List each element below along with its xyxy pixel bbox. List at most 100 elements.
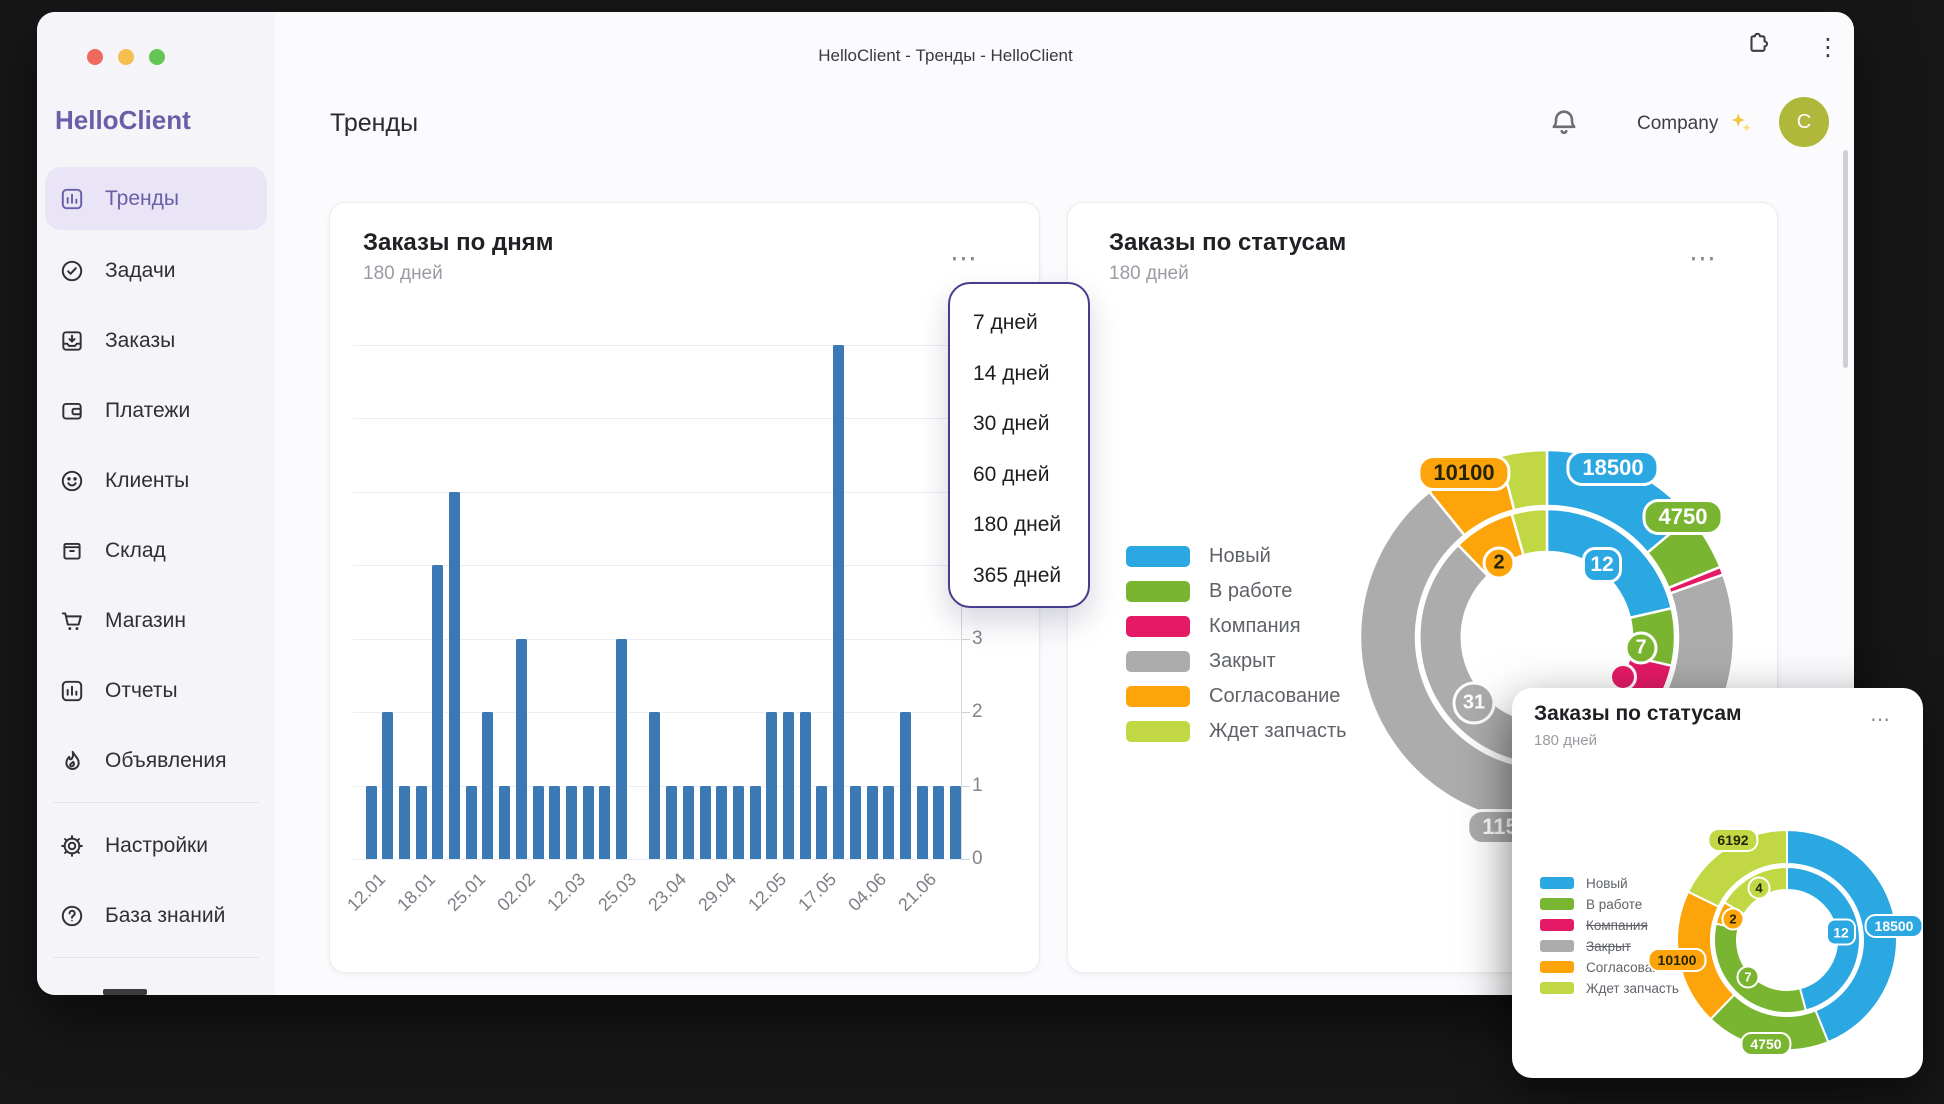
- bar: [582, 785, 594, 859]
- sidebar-item-label: Объявления: [105, 749, 227, 772]
- bar: [432, 565, 444, 859]
- orders-by-day-bar-chart[interactable]: 0123456712.0118.0125.0102.0212.0325.0323…: [330, 203, 1039, 972]
- card-menu-icon[interactable]: ⋯: [950, 243, 977, 273]
- bar: [599, 785, 611, 859]
- legend-item[interactable]: Компания: [1126, 613, 1347, 639]
- donut-badge-in_progress: 7: [1624, 631, 1658, 665]
- donut-badge-approval: 10100: [1647, 948, 1707, 972]
- donut-segment-awaiting_part[interactable]: [1687, 829, 1788, 908]
- donut-segment-awaiting_part[interactable]: [1498, 448, 1549, 512]
- legend-item[interactable]: Новый: [1126, 543, 1347, 569]
- sidebar-item-zakazy[interactable]: Заказы: [45, 312, 267, 370]
- period-option[interactable]: 7 дней: [973, 311, 1038, 335]
- sidebar-item-trendy[interactable]: Тренды: [45, 167, 267, 230]
- page-title: Тренды: [330, 109, 419, 137]
- donut-badge-in_progress: 7: [1736, 965, 1760, 989]
- legend-swatch: [1126, 615, 1190, 637]
- bar: [866, 785, 878, 859]
- sidebar-item-label: Настройки: [105, 834, 208, 857]
- notifications-bell-icon[interactable]: [1547, 105, 1581, 146]
- y-axis-label: 3: [972, 627, 983, 649]
- sidebar-item-obyavleniya[interactable]: Объявления: [45, 732, 267, 790]
- sidebar-item-nastroyki[interactable]: Настройки: [45, 817, 267, 875]
- bar: [482, 712, 494, 859]
- sidebar-item-label: Платежи: [105, 399, 191, 422]
- legend-item[interactable]: Ждет запчасть: [1126, 718, 1347, 744]
- period-option[interactable]: 14 дней: [973, 361, 1050, 385]
- bar: [515, 638, 527, 859]
- period-option[interactable]: 60 дней: [973, 462, 1050, 486]
- sidebar-item-label: Магазин: [105, 609, 187, 632]
- sidebar-item-label: База знаний: [105, 904, 226, 927]
- donut-segment-new[interactable]: [1786, 866, 1861, 1012]
- legend-label: Ждет запчасть: [1586, 980, 1679, 996]
- sidebar-item-otchety[interactable]: Отчеты: [45, 662, 267, 720]
- x-axis-label: 29.04: [693, 869, 740, 915]
- card-menu-icon[interactable]: ⋯: [1689, 243, 1716, 273]
- legend-swatch: [1126, 545, 1190, 567]
- sidebar-item-magazin[interactable]: Магазин: [45, 592, 267, 650]
- avatar[interactable]: C: [1779, 97, 1829, 147]
- bar: [783, 712, 794, 859]
- bar: [883, 785, 895, 859]
- sidebar-item-label: Клиенты: [105, 469, 190, 492]
- bar: [532, 785, 544, 859]
- card-subtitle: 180 дней: [1109, 263, 1189, 284]
- x-axis-label: 12.01: [343, 869, 390, 915]
- period-option[interactable]: 30 дней: [973, 412, 1050, 436]
- legend-label: Ждет запчасть: [1209, 719, 1347, 742]
- legend-swatch: [1126, 720, 1190, 742]
- popup-subtitle: 180 дней: [1534, 732, 1597, 749]
- sidebar-item-label: Склад: [105, 539, 166, 562]
- vertical-scrollbar[interactable]: [1843, 150, 1848, 368]
- donut-badge-awaiting_part: 4: [1747, 876, 1771, 900]
- donut-badge-approval: 10100: [1417, 455, 1511, 491]
- browser-menu-icon[interactable]: ⋮: [1816, 34, 1840, 61]
- legend-label: В работе: [1586, 896, 1643, 912]
- popup-status-donut-chart[interactable]: [1512, 688, 1923, 1078]
- bar: [816, 785, 828, 859]
- donut-badge-new: 18500: [1566, 450, 1660, 486]
- legend-item[interactable]: Новый: [1540, 876, 1679, 891]
- orders-icon: [59, 328, 85, 354]
- legend-item[interactable]: Компания: [1540, 918, 1679, 933]
- zoom-button[interactable]: [149, 49, 165, 65]
- bar: [749, 785, 761, 859]
- donut-segment-awaiting_part[interactable]: [1510, 507, 1549, 557]
- sidebar-divider: [53, 957, 259, 958]
- card-subtitle: 180 дней: [363, 263, 443, 284]
- sidebar-item-sklad[interactable]: Склад: [45, 522, 267, 580]
- sidebar-item-platezhi[interactable]: Платежи: [45, 382, 267, 440]
- popup-menu-icon[interactable]: ⋯: [1870, 709, 1890, 731]
- company-name[interactable]: Company: [1637, 113, 1719, 134]
- legend-item[interactable]: В работе: [1540, 896, 1679, 912]
- donut-badge-approval: 2: [1482, 546, 1516, 580]
- y-axis-label: 0: [972, 848, 983, 869]
- legend-item[interactable]: В работе: [1126, 578, 1347, 604]
- bar: [933, 785, 945, 859]
- reports-icon: [59, 678, 85, 704]
- extension-icon[interactable]: [1745, 30, 1771, 61]
- sidebar-item-klienty[interactable]: Клиенты: [45, 452, 267, 510]
- donut-segment-new[interactable]: [1786, 829, 1899, 1043]
- minimize-button[interactable]: [118, 49, 134, 65]
- legend-item[interactable]: Ждет запчасть: [1540, 980, 1679, 996]
- close-button[interactable]: [87, 49, 103, 65]
- bar: [666, 785, 678, 859]
- period-option[interactable]: 365 дней: [973, 563, 1062, 587]
- sidebar-item-zadachi[interactable]: Задачи: [45, 242, 267, 300]
- legend-item[interactable]: Закрыт: [1126, 648, 1347, 674]
- sidebar-item-clipped: [103, 989, 147, 995]
- period-option[interactable]: 180 дней: [973, 513, 1062, 537]
- legend-item[interactable]: Закрыт: [1540, 939, 1679, 954]
- settings-icon: [59, 833, 85, 859]
- popup-title: Заказы по статусам: [1534, 702, 1742, 725]
- bar: [365, 785, 377, 859]
- legend-item[interactable]: Согласование: [1126, 683, 1347, 709]
- donut-badge-new: 12: [1582, 547, 1622, 583]
- x-axis-label: 23.04: [643, 869, 690, 915]
- sidebar-item-baza-znaniy[interactable]: База знаний: [45, 887, 267, 945]
- y-axis-label: 2: [972, 701, 983, 722]
- legend-swatch: [1540, 919, 1574, 931]
